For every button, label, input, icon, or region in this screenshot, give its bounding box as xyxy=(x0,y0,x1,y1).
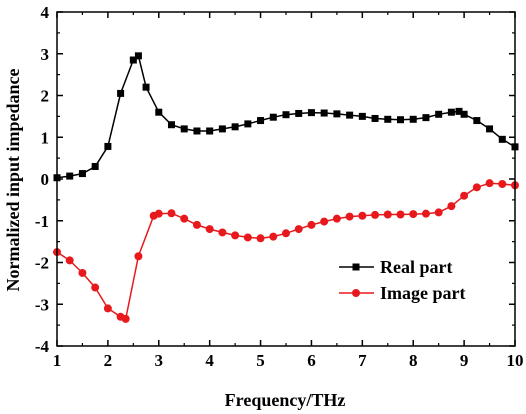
data-point-real xyxy=(307,109,315,117)
x-tick-label: 4 xyxy=(205,351,214,370)
data-point-image xyxy=(167,209,176,218)
data-point-image xyxy=(307,220,316,229)
data-point-real xyxy=(231,123,239,131)
x-tick-label: 7 xyxy=(358,351,367,370)
y-tick-label: -3 xyxy=(35,295,49,314)
data-point-real xyxy=(371,114,379,122)
legend: Real part Image part xyxy=(339,257,465,303)
data-point-image xyxy=(460,191,469,200)
data-point-image xyxy=(383,210,392,219)
data-point-image xyxy=(421,209,430,218)
data-point-image xyxy=(447,202,456,211)
y-tick-label: -4 xyxy=(35,337,50,356)
data-point-image xyxy=(78,268,87,277)
data-point-real xyxy=(91,162,99,170)
x-tick-label: 5 xyxy=(256,351,265,370)
data-point-image xyxy=(409,210,418,219)
data-point-real xyxy=(117,89,125,97)
data-point-image xyxy=(294,225,303,234)
x-axis-title: Frequency/THz xyxy=(225,390,346,410)
data-point-real xyxy=(460,110,468,118)
data-point-real xyxy=(66,172,74,180)
y-tick-label: 3 xyxy=(41,45,50,64)
data-point-real xyxy=(244,120,252,128)
data-point-image xyxy=(332,214,341,223)
data-point-real xyxy=(384,115,392,123)
data-point-image xyxy=(256,234,265,243)
x-tick-label: 2 xyxy=(104,351,113,370)
data-point-real xyxy=(447,108,455,116)
data-point-image xyxy=(243,233,252,242)
data-point-real xyxy=(473,117,481,125)
data-point-real xyxy=(282,111,290,119)
data-point-real xyxy=(168,121,175,129)
data-point-image xyxy=(371,210,380,219)
data-point-image xyxy=(205,225,214,234)
x-tick-label: 9 xyxy=(460,351,469,370)
data-point-image xyxy=(180,214,189,223)
data-point-image xyxy=(320,217,329,226)
data-point-image xyxy=(282,229,290,238)
data-point-real xyxy=(104,142,112,150)
x-tick-label: 8 xyxy=(409,351,418,370)
data-point-image xyxy=(134,252,143,261)
legend-label-real: Real part xyxy=(380,257,452,277)
data-point-real xyxy=(346,111,354,119)
data-point-real xyxy=(142,83,150,91)
data-point-real xyxy=(486,125,494,133)
x-tick-label: 1 xyxy=(53,351,62,370)
y-tick-label: 0 xyxy=(41,170,50,189)
data-point-image xyxy=(396,210,405,219)
y-tick-label: -1 xyxy=(35,212,49,231)
y-tick-label: 1 xyxy=(41,128,50,147)
data-point-image xyxy=(103,304,112,313)
x-tick-label: 6 xyxy=(307,351,316,370)
data-point-real xyxy=(397,116,404,124)
data-point-real xyxy=(155,108,163,116)
data-point-image xyxy=(345,212,354,221)
data-point-real xyxy=(134,52,142,60)
data-point-image xyxy=(154,209,163,218)
data-point-real xyxy=(193,127,201,135)
x-tick-label: 3 xyxy=(155,351,164,370)
data-point-image xyxy=(91,283,100,292)
data-point-image xyxy=(231,231,240,240)
legend-label-image: Image part xyxy=(380,283,465,303)
data-point-real xyxy=(218,125,226,133)
y-axis-title: Normalized input impedance xyxy=(3,68,23,291)
x-tick-label: 10 xyxy=(507,351,524,370)
data-point-image xyxy=(498,180,507,189)
data-point-image xyxy=(65,256,74,265)
y-tick-label: -2 xyxy=(35,254,49,273)
data-point-real xyxy=(409,115,417,123)
legend-marker-real xyxy=(352,263,360,271)
data-point-real xyxy=(295,109,303,117)
data-point-image xyxy=(472,183,481,192)
legend-marker-image xyxy=(352,289,360,297)
data-point-image xyxy=(358,211,367,220)
data-point-real xyxy=(498,135,506,143)
data-point-image xyxy=(269,232,278,241)
data-point-real xyxy=(129,56,137,64)
data-point-real xyxy=(269,113,277,121)
data-point-real xyxy=(333,110,341,118)
axes: 1 2 3 4 5 6 7 8 9 10 -4 -3 -2 -1 0 1 2 3 4 xyxy=(35,3,524,370)
y-tick-label: 2 xyxy=(41,87,50,106)
data-point-real xyxy=(435,110,443,118)
data-point-real xyxy=(422,114,430,122)
data-point-real xyxy=(257,117,265,125)
data-point-real xyxy=(455,107,463,115)
data-point-real xyxy=(206,127,214,135)
data-point-image xyxy=(121,314,130,323)
data-point-image xyxy=(485,179,494,188)
data-point-image xyxy=(218,228,227,237)
data-point-real xyxy=(78,170,86,178)
data-point-image xyxy=(434,208,443,217)
data-point-real xyxy=(320,109,328,117)
data-point-real xyxy=(358,112,366,120)
data-point-image xyxy=(192,220,201,229)
y-tick-label: 4 xyxy=(41,3,50,22)
data-point-real xyxy=(180,125,188,133)
